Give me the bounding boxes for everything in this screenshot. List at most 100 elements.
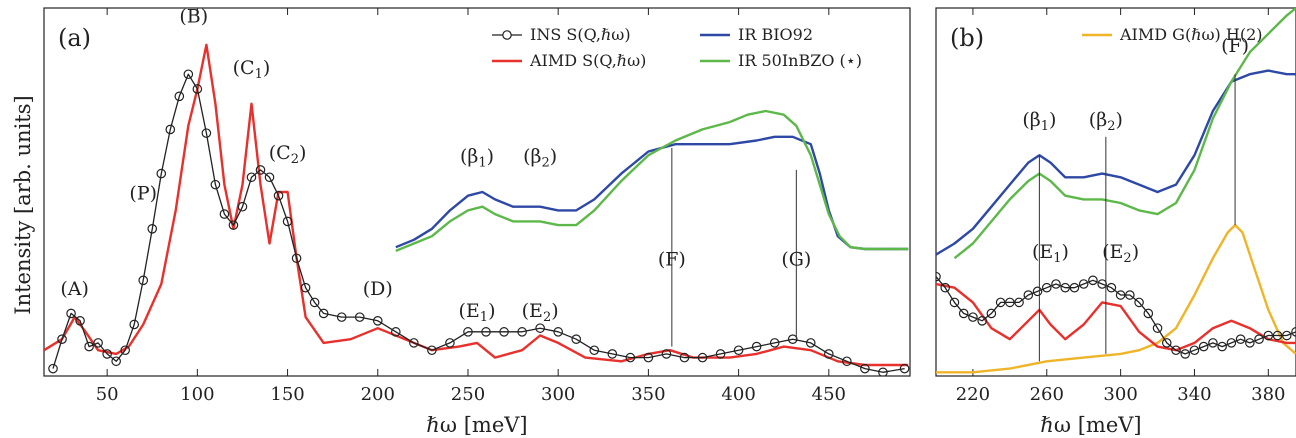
x-tick-label: 380: [1251, 384, 1285, 405]
ins-data-point: [409, 338, 419, 348]
ins-data-point: [1005, 297, 1015, 308]
ins-data-point: [147, 224, 158, 234]
ins-data-point: [102, 349, 112, 359]
x-tick-label: 450: [812, 384, 846, 405]
ins-data-point: [1125, 290, 1135, 300]
ins-data-point: [111, 356, 121, 367]
ins-data-point: [427, 345, 437, 356]
ins-data-point: [1254, 334, 1264, 344]
ins-data-point: [553, 327, 563, 337]
ins-data-point: [715, 349, 726, 359]
ins-data-point: [255, 165, 266, 175]
ins-data-point: [1198, 341, 1209, 352]
ins-data-point: [201, 128, 212, 138]
ins-data-point: [174, 91, 185, 102]
ins-data-point: [1161, 338, 1172, 348]
series-inbzo-line: [953, 8, 1296, 260]
x-axis-label: ℏω [meV]: [1040, 413, 1141, 437]
panel-label: (a): [58, 24, 91, 52]
ins-data-point: [1245, 338, 1255, 348]
ins-data-point: [445, 338, 455, 348]
ins-data-point: [535, 323, 545, 333]
ins-data-point: [589, 345, 600, 356]
ins-data-point: [336, 312, 347, 322]
ins-data-point: [958, 308, 969, 319]
series-ins-line: [52, 73, 905, 373]
x-tick-label: 220: [956, 384, 990, 405]
ins-data-point: [968, 312, 978, 322]
ins-data-point: [66, 308, 76, 319]
ins-data-point: [75, 315, 85, 326]
ins-data-point: [372, 315, 383, 326]
x-tick-label: 340: [1177, 384, 1211, 405]
ins-data-point: [517, 327, 527, 337]
plot-frame: [43, 7, 911, 377]
legend-entry-ins: INS S(Q,ℏω): [530, 25, 631, 44]
ins-data-point: [751, 341, 762, 352]
legend-entry-bio92: IR BIO92: [738, 25, 813, 44]
peak-label: (E1): [1032, 241, 1069, 266]
ins-data-point: [192, 84, 203, 94]
ins-data-point: [138, 275, 149, 286]
ins-data-point: [228, 220, 239, 230]
series-bio92-line: [936, 69, 1296, 256]
ins-data-point: [1180, 349, 1191, 359]
ins-data-point: [1263, 330, 1274, 341]
ins-data-point: [860, 363, 870, 374]
legend-entry-aimd: AIMD S(Q,ℏω): [529, 51, 646, 70]
peak-label: (β2): [523, 146, 557, 171]
x-tick-label: 250: [451, 384, 485, 405]
ins-data-point: [391, 327, 401, 337]
ins-data-point: [571, 334, 582, 344]
ins-data-point: [318, 308, 329, 319]
ins-data-point: [120, 345, 130, 356]
series-ins-line: [936, 276, 1296, 355]
peak-label: (E2): [1102, 241, 1139, 266]
panel-b: 220 260 300 340 380 ℏω [meV] (b) (β1) (β2) (E1) (E…: [935, 7, 1296, 437]
legend-entry-gh2: AIMD G(ℏω) H(2): [1119, 25, 1263, 44]
ins-data-point: [48, 363, 58, 374]
peak-label: (β2): [1089, 109, 1123, 134]
ins-data-point: [129, 319, 140, 330]
ins-data-point: [878, 367, 888, 376]
ins-data-point: [733, 345, 744, 356]
peak-label: (D): [363, 278, 393, 300]
legend-marker: [502, 30, 512, 40]
peak-label: (E2): [522, 300, 559, 325]
ins-data-point: [183, 69, 194, 80]
ins-data-point: [643, 352, 654, 363]
ins-data-point: [986, 308, 997, 319]
ins-data-point: [949, 297, 960, 308]
ins-data-point: [1115, 290, 1126, 300]
ins-data-point: [156, 168, 167, 179]
ins-data-point: [84, 341, 94, 352]
ins-data-point: [481, 327, 491, 337]
ins-data-point: [607, 349, 618, 359]
ins-data-point: [273, 190, 284, 201]
ins-data-point: [300, 282, 311, 293]
peak-label: (F): [658, 249, 686, 271]
peak-label: (C2): [269, 142, 307, 167]
peak-label: (A): [60, 278, 89, 300]
peak-label: (β1): [1022, 109, 1056, 134]
ins-data-point: [1088, 275, 1098, 286]
panel-label: (b): [950, 24, 984, 52]
ins-data-point: [57, 334, 67, 344]
ins-data-point: [1171, 345, 1181, 356]
ins-data-point: [1023, 290, 1034, 300]
legend-entry-inbzo: IR 50InBZO (⋆): [738, 51, 862, 70]
ins-data-point: [1226, 338, 1237, 348]
ins-data-point: [309, 297, 320, 308]
ins-data-point: [282, 216, 293, 227]
x-tick-label: 260: [1030, 384, 1064, 405]
peak-label: (C1): [233, 57, 271, 82]
ins-data-point: [93, 338, 103, 348]
plot-area: (A) (P) (B) (C1) (C2) (D) (β1) (β2) (E1) (E2) (F) (…: [44, 8, 910, 376]
ins-data-point: [1143, 308, 1154, 319]
y-axis-label: Intensity [arb. units]: [11, 95, 35, 314]
ins-data-point: [1078, 279, 1089, 289]
x-tick-label: 400: [721, 384, 755, 405]
ins-data-point: [977, 315, 987, 326]
ins-data-point: [210, 179, 221, 190]
ins-data-point: [1014, 297, 1024, 308]
